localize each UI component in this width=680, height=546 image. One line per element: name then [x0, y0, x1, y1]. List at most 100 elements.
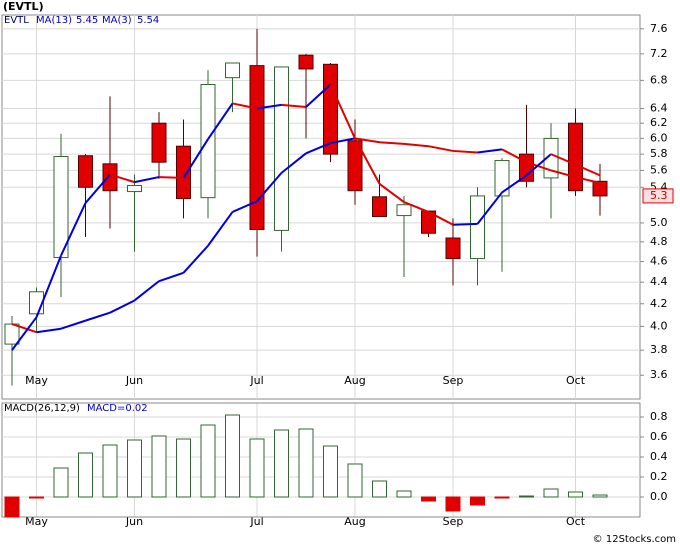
candle-body — [176, 145, 191, 200]
y-tick-label: 3.6 — [650, 368, 668, 381]
ma-line — [428, 145, 454, 152]
candle-body — [323, 63, 338, 155]
legend-ma13-value: 5.45 — [76, 15, 98, 26]
candle-body — [225, 62, 240, 79]
ma-line — [11, 323, 37, 334]
candle-body — [127, 185, 142, 193]
macd-bar — [53, 467, 69, 498]
ma-line — [305, 83, 332, 108]
candle-body — [4, 323, 20, 345]
macd-bar — [421, 496, 436, 502]
macd-bar — [347, 463, 363, 498]
x-tick-label: Jun — [125, 515, 143, 528]
last-price-label: 5.3 — [650, 189, 668, 202]
ma-line — [182, 245, 209, 274]
candle-body — [274, 66, 289, 231]
ma-line — [281, 103, 307, 109]
candle-body — [249, 65, 265, 230]
ma-line — [477, 148, 503, 154]
macd-bar — [592, 494, 608, 498]
footer: © 12Stocks.com — [593, 534, 676, 545]
x-tick-label: Oct — [566, 515, 586, 528]
ma-line — [232, 102, 258, 110]
x-tick-label: Jul — [249, 515, 263, 528]
x-tick-label: May — [25, 374, 48, 387]
ma-line — [526, 161, 552, 172]
panel-frame — [1, 14, 641, 400]
macd-bar — [102, 444, 118, 498]
candle-body — [200, 83, 216, 199]
ma-line — [329, 84, 356, 139]
macd-bar — [78, 452, 93, 498]
ma-line — [182, 138, 209, 179]
macd-bar — [4, 496, 20, 518]
ma-line — [525, 153, 552, 177]
ma-line — [330, 137, 356, 145]
ma-line — [256, 103, 282, 110]
ma-line — [354, 137, 380, 144]
candle-body — [494, 160, 510, 197]
ma-line — [36, 327, 62, 334]
legend-ma13: MA(13) — [36, 15, 72, 26]
ma-line — [379, 141, 405, 145]
legend-ma3-value: 5.54 — [137, 15, 159, 26]
ma-line — [428, 211, 454, 226]
ma-line — [280, 152, 307, 174]
candle-body — [445, 237, 461, 260]
y-tick-label: 0.4 — [650, 450, 668, 463]
ma-line — [501, 174, 528, 194]
chart-title: (EVTL) — [3, 0, 44, 13]
macd-bar — [151, 435, 167, 498]
ma-line — [378, 183, 405, 203]
macd-bar — [249, 438, 265, 498]
ma-line — [403, 142, 429, 148]
macd-bar — [274, 429, 289, 498]
candle-body — [102, 163, 118, 192]
ma-line — [134, 176, 160, 184]
legend-ma3: MA(3) — [102, 15, 132, 26]
x-tick-label: Aug — [344, 515, 365, 528]
ma-line — [109, 173, 135, 184]
ma-line — [575, 176, 601, 184]
macd-bar — [396, 490, 412, 498]
ma-line — [109, 299, 135, 314]
ma-line — [305, 142, 331, 155]
x-tick-label: May — [25, 515, 48, 528]
candle-body — [372, 196, 387, 217]
y-tick-label: 7.2 — [650, 47, 668, 60]
macd-bar — [176, 438, 191, 498]
ma-line — [403, 201, 429, 213]
x-tick-label: Jun — [125, 374, 143, 387]
x-tick-label: Aug — [344, 374, 365, 387]
candle-body — [347, 140, 363, 192]
y-tick-label: 4.6 — [650, 255, 668, 268]
macd-bar — [127, 439, 142, 498]
y-tick-label: 0.0 — [650, 490, 668, 503]
y-tick-label: 4.8 — [650, 235, 668, 248]
ma-line — [575, 163, 601, 177]
ma-line — [256, 172, 283, 202]
y-tick-label: 0.2 — [650, 470, 668, 483]
macd-bar — [29, 496, 44, 499]
candle-body — [568, 122, 583, 192]
ma-line — [207, 211, 234, 247]
ma-line — [501, 148, 527, 164]
x-tick-label: Oct — [566, 374, 586, 387]
y-tick-label: 4.0 — [650, 319, 668, 332]
macd-bar — [200, 424, 216, 498]
macd-bar — [298, 428, 314, 498]
x-tick-label: Sep — [443, 515, 464, 528]
macd-title: MACD(26,12,9) — [4, 403, 80, 414]
y-tick-label: 5.6 — [650, 163, 668, 176]
macd-bar — [323, 445, 338, 498]
ma-line — [158, 176, 184, 179]
macd-bar — [543, 488, 559, 498]
ma-line — [60, 202, 87, 256]
macd-bar — [519, 495, 534, 498]
candle-body — [53, 156, 69, 259]
macd-bar — [372, 480, 387, 498]
macd-bar — [494, 496, 510, 499]
ma-line — [85, 311, 111, 322]
candle-body — [519, 153, 534, 182]
